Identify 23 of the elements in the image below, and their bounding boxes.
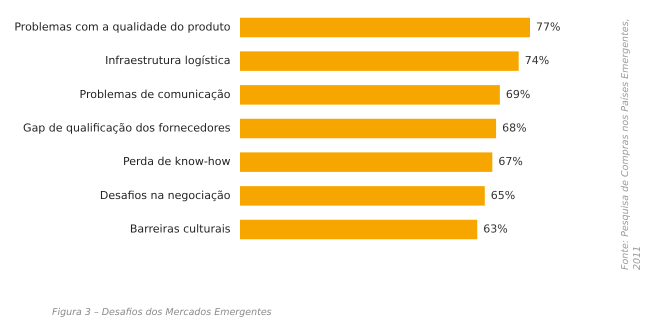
data-label: 63%	[483, 222, 508, 236]
data-label: 74%	[524, 54, 550, 68]
bar	[240, 152, 492, 172]
y-tick-label: Barreiras culturais	[130, 222, 231, 236]
y-tick-label: Infraestrutura logística	[105, 54, 230, 68]
bar	[240, 186, 485, 206]
source-note: Fonte: Pesquisa de Compras nos Países Emergentes, 2011	[620, 17, 644, 270]
y-tick-label: Problemas com a qualidade do produto	[14, 20, 231, 34]
y-tick-label: Desafios na negociação	[100, 188, 231, 202]
bar	[240, 220, 478, 240]
data-label: 69%	[506, 88, 530, 101]
y-tick-label: Perda de know-how	[122, 155, 230, 168]
data-label: 67%	[498, 155, 523, 168]
bar	[240, 85, 500, 105]
text: Figura 3 – Desafios dos Mercados Emergentes	[52, 307, 272, 318]
y-tick-label: Gap de qualificação dos fornecedores	[23, 122, 231, 134]
y-tick-label: Problemas de comunicação	[80, 88, 231, 101]
data-label: 77%	[536, 20, 560, 34]
bar	[240, 118, 496, 138]
bar	[240, 18, 530, 38]
data-label: 65%	[490, 188, 516, 202]
bar	[240, 51, 519, 71]
data-label: 68%	[502, 122, 527, 134]
